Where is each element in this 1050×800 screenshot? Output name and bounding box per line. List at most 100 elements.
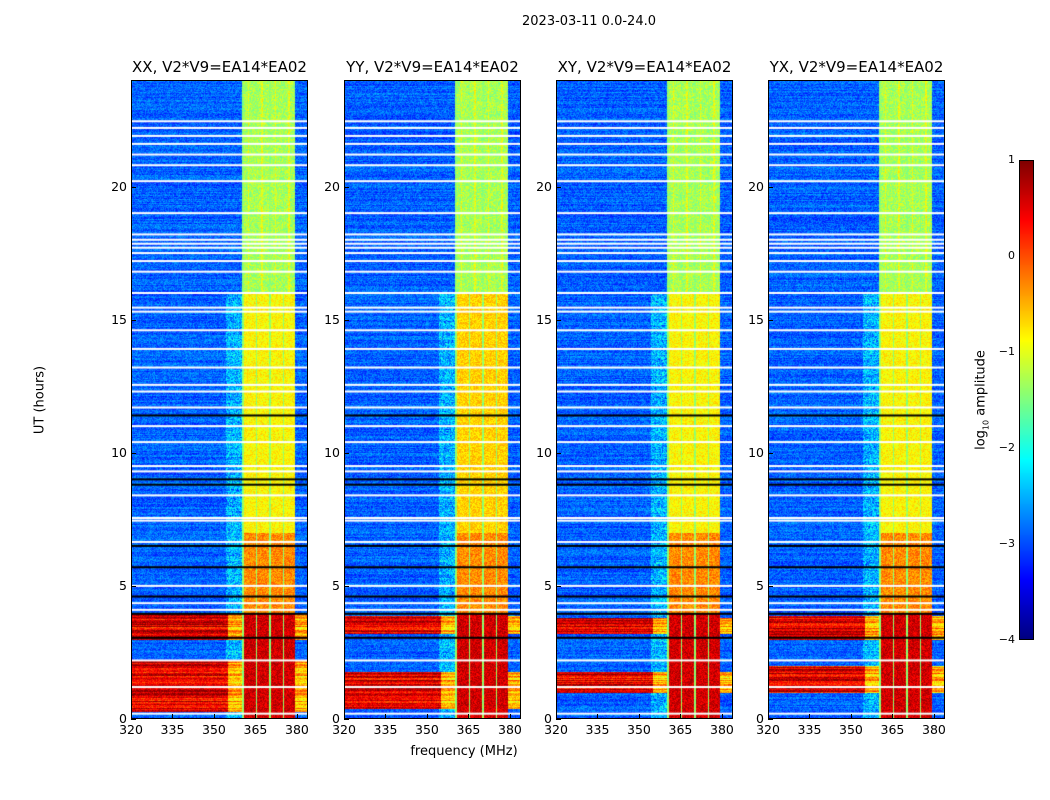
spectrogram-panel-4: YX, V2*V9=EA14*EA02 320 335 350 365 380 0 5 10 15… xyxy=(748,58,946,737)
x-tick-label: 365 xyxy=(243,722,268,737)
x-tick-label: 365 xyxy=(668,722,693,737)
x-tick-label: 380 xyxy=(498,722,522,737)
x-tick-mark xyxy=(850,714,852,719)
x-tick-label: 335 xyxy=(373,722,398,737)
y-tick-label: 0 xyxy=(119,711,127,726)
y-tick-mark xyxy=(768,585,773,587)
x-tick-label: 320 xyxy=(544,722,568,737)
y-tick-mark xyxy=(768,719,773,720)
x-tick-mark xyxy=(385,714,387,719)
panel-title: YX, V2*V9=EA14*EA02 xyxy=(769,58,944,76)
colorbar-frame xyxy=(1019,160,1034,640)
y-tick-label: 0 xyxy=(756,711,764,726)
y-tick-mark xyxy=(556,186,561,188)
y-tick-mark xyxy=(556,319,561,321)
spectrogram-image xyxy=(556,80,733,719)
spectrogram-panel-3: XY, V2*V9=EA14*EA02 320 335 350 365 380 0 5 10 15… xyxy=(536,58,734,737)
colorbar-label: log10 amplitude xyxy=(973,350,991,450)
colorbar: 1 0 −1 −2 −3 −4 xyxy=(999,153,1034,646)
x-tick-mark xyxy=(768,714,769,719)
figure-title: 2023-03-11 0.0-24.0 xyxy=(522,14,656,29)
spectrogram-panel-2: YY, V2*V9=EA14*EA02 320 335 350 365 380 0 5 10 15… xyxy=(324,58,522,737)
y-tick-label: 20 xyxy=(536,178,552,194)
x-tick-mark xyxy=(892,714,894,719)
panel-title: YY, V2*V9=EA14*EA02 xyxy=(346,58,519,76)
x-tick-label: 380 xyxy=(285,722,309,737)
y-tick-mark xyxy=(556,452,561,454)
x-tick-label: 380 xyxy=(710,722,734,737)
x-tick-label: 335 xyxy=(797,722,822,737)
x-tick-mark xyxy=(131,714,132,719)
y-tick-label: 20 xyxy=(324,178,340,194)
y-tick-mark xyxy=(556,719,561,720)
x-tick-label: 365 xyxy=(880,722,905,737)
y-axis-label: UT (hours) xyxy=(32,365,48,435)
x-tick-mark xyxy=(172,714,174,719)
x-tick-label: 380 xyxy=(922,722,946,737)
y-tick-mark xyxy=(768,186,773,188)
panel-title: XY, V2*V9=EA14*EA02 xyxy=(557,58,732,76)
y-tick-mark xyxy=(131,452,136,454)
y-tick-mark xyxy=(344,186,349,188)
x-tick-label: 350 xyxy=(202,722,226,737)
x-tick-mark xyxy=(597,714,599,719)
colorbar-tick-label: −4 xyxy=(998,633,1015,646)
x-tick-mark xyxy=(680,714,682,719)
x-axis-label: frequency (MHz) xyxy=(410,744,518,759)
y-tick-mark xyxy=(131,319,136,321)
x-tick-label: 320 xyxy=(332,722,356,737)
y-tick-mark xyxy=(344,719,349,720)
spectrogram-image xyxy=(344,80,521,719)
x-tick-label: 335 xyxy=(160,722,185,737)
colorbar-tick-label: −2 xyxy=(998,441,1015,454)
colorbar-tick-label: 1 xyxy=(1008,153,1015,166)
x-tick-label: 320 xyxy=(119,722,143,737)
spectrogram-image xyxy=(768,80,945,719)
y-tick-label: 5 xyxy=(756,577,764,593)
y-tick-label: 15 xyxy=(324,311,340,327)
y-tick-label: 15 xyxy=(111,311,127,327)
y-tick-label: 10 xyxy=(111,444,127,460)
y-tick-label: 5 xyxy=(119,577,127,593)
y-tick-mark xyxy=(768,452,773,454)
y-tick-label: 15 xyxy=(536,311,552,327)
y-tick-label: 20 xyxy=(748,178,764,194)
plot-frame xyxy=(131,80,308,719)
y-tick-mark xyxy=(344,452,349,454)
x-tick-label: 350 xyxy=(839,722,863,737)
x-tick-mark xyxy=(213,714,215,719)
x-tick-mark xyxy=(933,714,935,719)
x-tick-mark xyxy=(721,714,723,719)
x-tick-label: 350 xyxy=(415,722,439,737)
y-tick-label: 0 xyxy=(544,711,552,726)
x-tick-label: 365 xyxy=(456,722,481,737)
spectrogram-panel-1: XX, V2*V9=EA14*EA02 320 335 350 365 380 0 5 10 15… xyxy=(111,58,309,737)
plot-frame xyxy=(768,80,945,719)
y-tick-label: 10 xyxy=(324,444,340,460)
spectrogram-image xyxy=(131,80,308,719)
y-tick-label: 15 xyxy=(748,311,764,327)
x-tick-mark xyxy=(344,714,345,719)
plot-frame xyxy=(344,80,521,719)
colorbar-gradient xyxy=(1019,160,1034,640)
x-tick-mark xyxy=(468,714,470,719)
y-tick-mark xyxy=(131,585,136,587)
x-tick-mark xyxy=(638,714,640,719)
y-tick-mark xyxy=(344,585,349,587)
colorbar-tick-label: 0 xyxy=(1008,249,1015,262)
y-tick-label: 5 xyxy=(544,577,552,593)
y-tick-mark xyxy=(768,319,773,321)
y-tick-label: 20 xyxy=(111,178,127,194)
y-tick-label: 0 xyxy=(332,711,340,726)
panel-title: XX, V2*V9=EA14*EA02 xyxy=(132,58,307,76)
colorbar-tick-label: −3 xyxy=(998,537,1015,550)
x-tick-label: 350 xyxy=(627,722,651,737)
y-tick-mark xyxy=(131,719,136,720)
y-tick-label: 10 xyxy=(748,444,764,460)
x-tick-mark xyxy=(509,714,511,719)
colorbar-tick-label: −1 xyxy=(998,345,1015,358)
x-tick-mark xyxy=(426,714,428,719)
y-tick-mark xyxy=(556,585,561,587)
y-tick-mark xyxy=(131,186,136,188)
plot-frame xyxy=(556,80,733,719)
